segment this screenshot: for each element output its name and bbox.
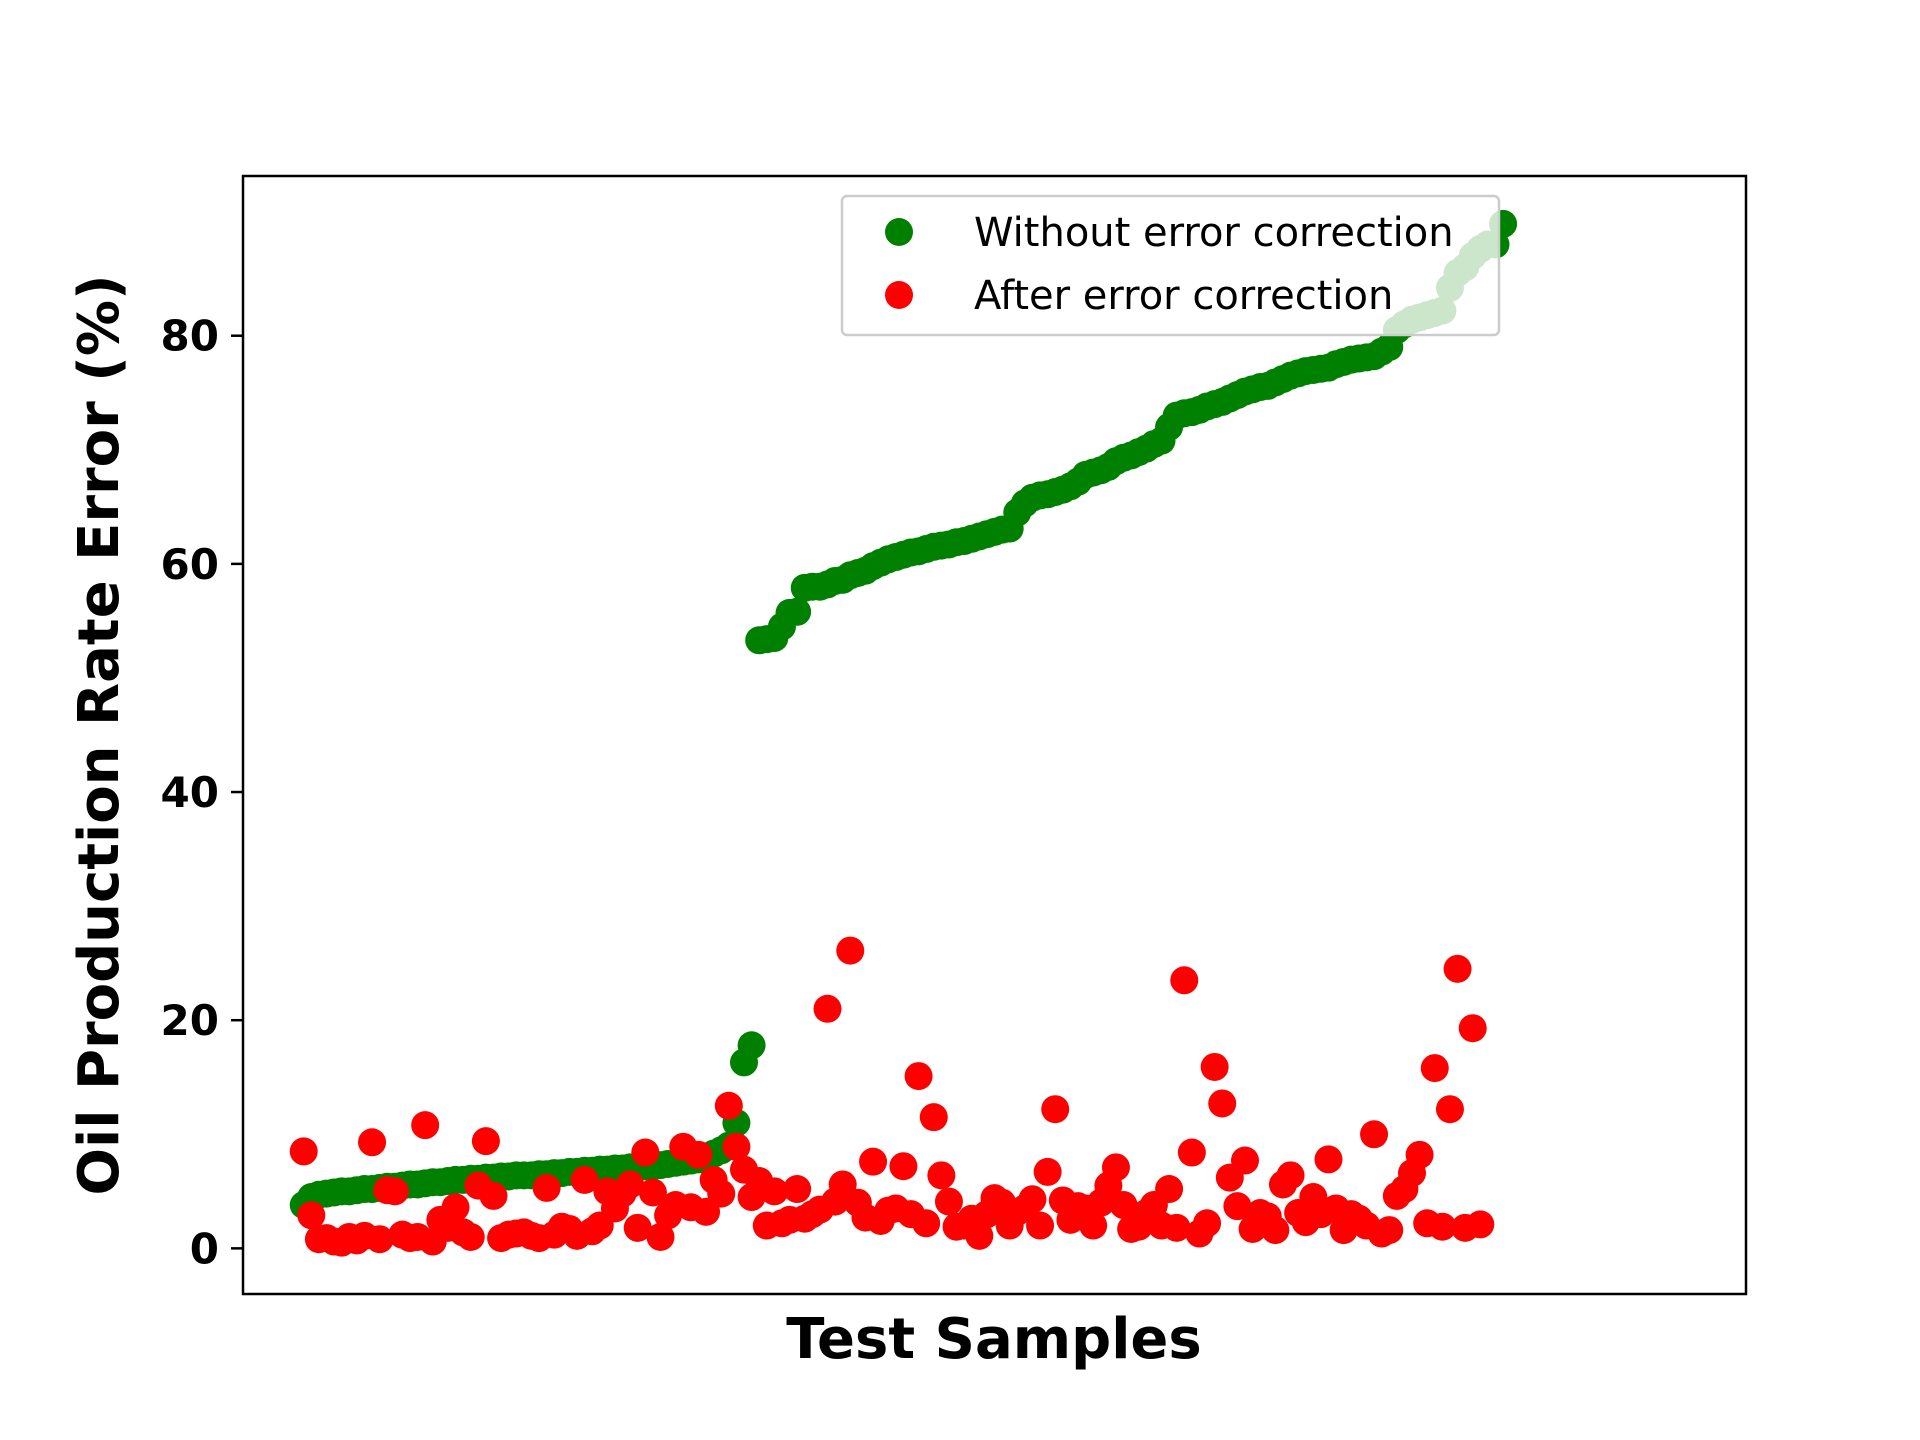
legend-box: [840, 194, 1501, 337]
series-after-error-correction: [289, 936, 1495, 1257]
plot-frame: [241, 174, 1748, 1296]
point-after-error-correction: [1193, 1209, 1222, 1238]
legend: Without error correction After error cor…: [840, 194, 1501, 337]
point-after-error-correction: [707, 1179, 736, 1208]
point-after-error-correction: [1360, 1120, 1389, 1149]
point-after-error-correction: [570, 1165, 599, 1194]
y-axis-ticks: 0 20 40 60 80: [161, 312, 243, 1273]
point-after-error-correction: [1177, 1138, 1206, 1167]
point-after-error-correction: [297, 1201, 326, 1230]
point-after-error-correction: [1405, 1140, 1434, 1169]
point-after-error-correction: [1435, 1095, 1464, 1124]
point-after-error-correction: [813, 994, 842, 1023]
point-after-error-correction: [380, 1177, 409, 1206]
point-after-error-correction: [1208, 1089, 1237, 1118]
point-after-error-correction: [441, 1193, 470, 1222]
point-after-error-correction: [783, 1175, 812, 1204]
point-after-error-correction: [289, 1137, 318, 1166]
point-after-error-correction: [1041, 1095, 1070, 1124]
point-after-error-correction: [1223, 1192, 1252, 1221]
point-after-error-correction: [1443, 954, 1472, 983]
point-after-error-correction: [1101, 1153, 1130, 1182]
point-after-error-correction: [365, 1225, 394, 1254]
point-after-error-correction: [1018, 1185, 1047, 1214]
point-after-error-correction: [411, 1111, 440, 1140]
point-after-error-correction: [479, 1181, 508, 1210]
point-after-error-correction: [927, 1161, 956, 1190]
y-axis-label: Oil Production Rate Error (%): [67, 274, 132, 1195]
point-after-error-correction: [1231, 1146, 1259, 1175]
point-after-error-correction: [859, 1147, 888, 1176]
legend-marker-after-error-correction: [885, 281, 913, 309]
point-after-error-correction: [1458, 1014, 1487, 1043]
point-after-error-correction: [1375, 1216, 1404, 1245]
y-tick-label: 0: [190, 1224, 219, 1273]
point-after-error-correction: [532, 1173, 561, 1202]
x-axis-label: Test Samples: [786, 1307, 1201, 1372]
point-after-error-correction: [1276, 1161, 1305, 1190]
y-tick-label: 80: [161, 312, 219, 361]
point-after-error-correction: [631, 1138, 660, 1167]
point-after-error-correction: [1109, 1191, 1138, 1220]
point-after-error-correction: [1200, 1052, 1229, 1081]
point-without-error-correction: [783, 597, 812, 626]
series-without-error-correction: [289, 209, 1518, 1220]
point-after-error-correction: [1428, 1212, 1457, 1241]
legend-marker-without-error-correction: [885, 218, 913, 246]
point-after-error-correction: [1079, 1211, 1108, 1240]
point-after-error-correction: [1026, 1211, 1055, 1240]
point-after-error-correction: [1314, 1145, 1343, 1174]
point-after-error-correction: [912, 1209, 941, 1238]
point-after-error-correction: [934, 1187, 963, 1216]
y-tick-label: 40: [161, 768, 219, 817]
point-after-error-correction: [722, 1132, 751, 1161]
point-after-error-correction: [904, 1062, 933, 1091]
point-after-error-correction: [471, 1127, 500, 1156]
point-after-error-correction: [1033, 1157, 1062, 1186]
point-without-error-correction: [737, 1031, 766, 1060]
point-after-error-correction: [358, 1128, 387, 1157]
point-after-error-correction: [1420, 1054, 1449, 1083]
y-tick-label: 20: [161, 996, 219, 1045]
point-after-error-correction: [623, 1213, 652, 1242]
legend-label-after-error-correction: After error correction: [974, 273, 1393, 319]
point-after-error-correction: [684, 1140, 713, 1169]
legend-label-without-error-correction: Without error correction: [974, 210, 1454, 256]
point-after-error-correction: [965, 1221, 994, 1250]
y-tick-label: 60: [161, 540, 219, 589]
point-after-error-correction: [1261, 1216, 1290, 1245]
point-after-error-correction: [638, 1178, 667, 1207]
point-after-error-correction: [1162, 1213, 1191, 1242]
point-after-error-correction: [456, 1222, 485, 1251]
point-after-error-correction: [1170, 966, 1199, 995]
point-after-error-correction: [1466, 1210, 1495, 1239]
point-after-error-correction: [889, 1152, 918, 1181]
point-after-error-correction: [714, 1091, 743, 1120]
point-after-error-correction: [646, 1222, 675, 1251]
point-after-error-correction: [616, 1170, 645, 1199]
point-after-error-correction: [760, 1177, 789, 1206]
point-after-error-correction: [836, 936, 865, 965]
point-after-error-correction: [919, 1103, 948, 1132]
point-after-error-correction: [1155, 1175, 1184, 1204]
